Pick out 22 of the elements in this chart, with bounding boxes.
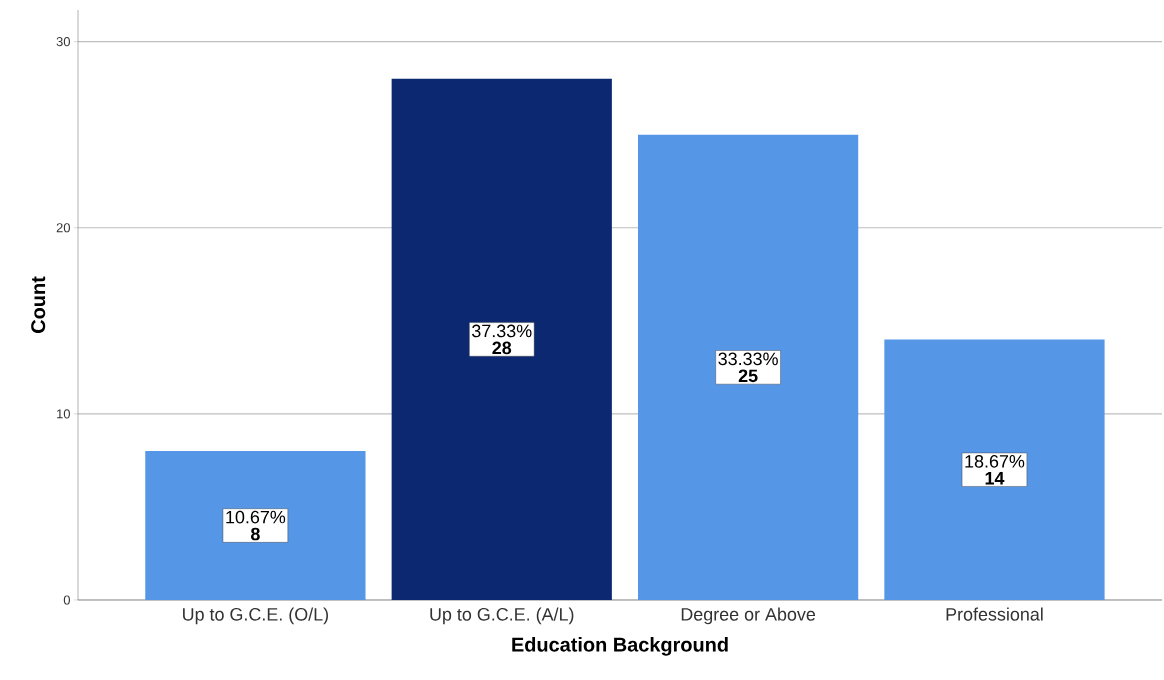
y-tick-label: 30 <box>56 37 70 47</box>
x-tick-label: Degree or Above <box>681 607 816 625</box>
annotation: 10.67% <box>226 510 286 524</box>
y-axis-title: Count <box>31 276 46 333</box>
data-label: 25 <box>738 369 758 383</box>
x-axis-title: Education Background <box>512 637 728 656</box>
bar <box>145 451 366 600</box>
x-tick-label: Professional <box>946 607 1043 621</box>
data-label: 14 <box>985 472 1005 485</box>
y-tick-label: 20 <box>56 223 70 233</box>
annotation: 33.33% <box>718 352 778 366</box>
bar <box>391 78 612 600</box>
y-tick-label: 0 <box>63 595 70 605</box>
data-label: 8 <box>250 527 260 541</box>
x-tick-label: Up to G.C.E. (O/L) <box>183 607 329 625</box>
bar <box>637 134 859 600</box>
y-tick-label: 10 <box>57 409 70 419</box>
bar <box>884 339 1105 600</box>
x-tick-label: Up to G.C.E. (A/L) <box>430 607 574 625</box>
annotation: 18.67% <box>965 454 1025 468</box>
annotation: 37.33% <box>472 324 532 338</box>
data-label: 28 <box>492 341 512 355</box>
